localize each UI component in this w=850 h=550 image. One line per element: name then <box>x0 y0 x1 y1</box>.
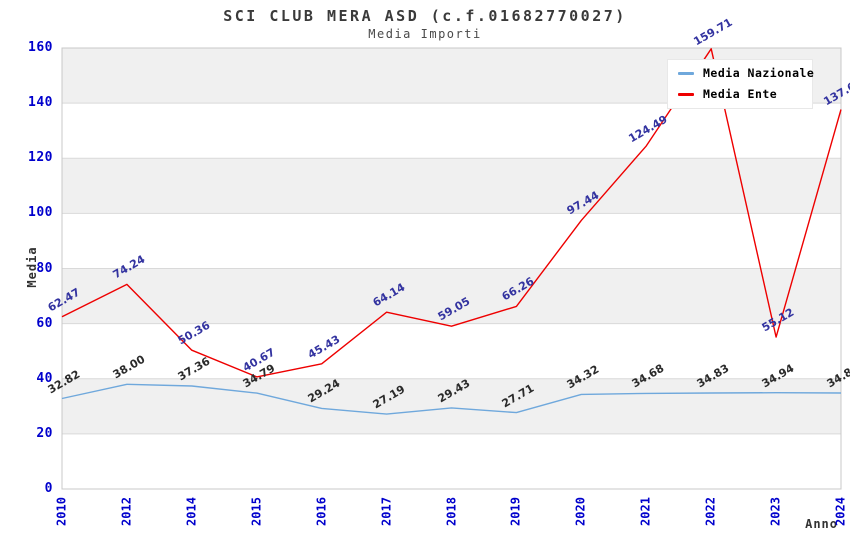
x-tick-label: 2020 <box>573 497 588 526</box>
legend-item-media-nazionale: Media Nazionale <box>678 66 815 80</box>
x-tick-label: 2023 <box>768 497 783 526</box>
x-tick-label: 2022 <box>703 497 718 526</box>
y-tick-label: 160 <box>28 40 53 55</box>
legend-label-nazionale: Media Nazionale <box>703 66 815 80</box>
x-tick-label: 2012 <box>119 497 134 526</box>
y-tick-label: 80 <box>36 260 53 276</box>
series-line-0 <box>61 383 842 415</box>
chart-title: SCI CLUB MERA ASD (c.f.01682770027) <box>223 7 627 25</box>
x-tick-label: 2024 <box>833 497 848 526</box>
y-tick-label: 40 <box>36 370 53 386</box>
plot-band <box>62 433 841 489</box>
y-tick-label: 60 <box>36 315 53 331</box>
plot-band <box>62 103 841 159</box>
x-tick-label: 2014 <box>184 497 199 526</box>
legend: Media Nazionale Media Ente <box>667 59 815 109</box>
plot-band <box>62 158 841 214</box>
x-tick-label: 2010 <box>54 497 69 526</box>
ente-line-swatch-icon <box>678 92 694 96</box>
x-tick-label: 2017 <box>379 497 394 526</box>
x-tick-label: 2015 <box>249 497 264 526</box>
y-tick-label: 0 <box>44 481 53 496</box>
y-tick-label: 140 <box>28 95 53 111</box>
x-tick-label: 2021 <box>638 497 653 526</box>
x-axis-title: Anno <box>805 517 838 531</box>
plot-band <box>62 268 841 324</box>
plot-border <box>61 47 842 490</box>
legend-item-media-ente: Media Ente <box>678 87 812 101</box>
plot-band <box>62 378 841 434</box>
x-tick-label: 2018 <box>444 497 458 526</box>
plot-band <box>62 213 841 269</box>
x-tick-label: 2019 <box>508 497 523 526</box>
y-tick-label: 20 <box>36 425 53 441</box>
nazionale-line-swatch-icon <box>678 71 694 75</box>
y-tick-label: 100 <box>28 205 53 221</box>
y-tick-label: 120 <box>28 150 53 166</box>
chart-subtitle: Media Importi <box>368 27 482 41</box>
legend-label-ente: Media Ente <box>703 87 778 101</box>
x-tick-label: 2016 <box>314 497 329 526</box>
plot-band <box>62 323 841 379</box>
series-line-1 <box>61 48 842 378</box>
